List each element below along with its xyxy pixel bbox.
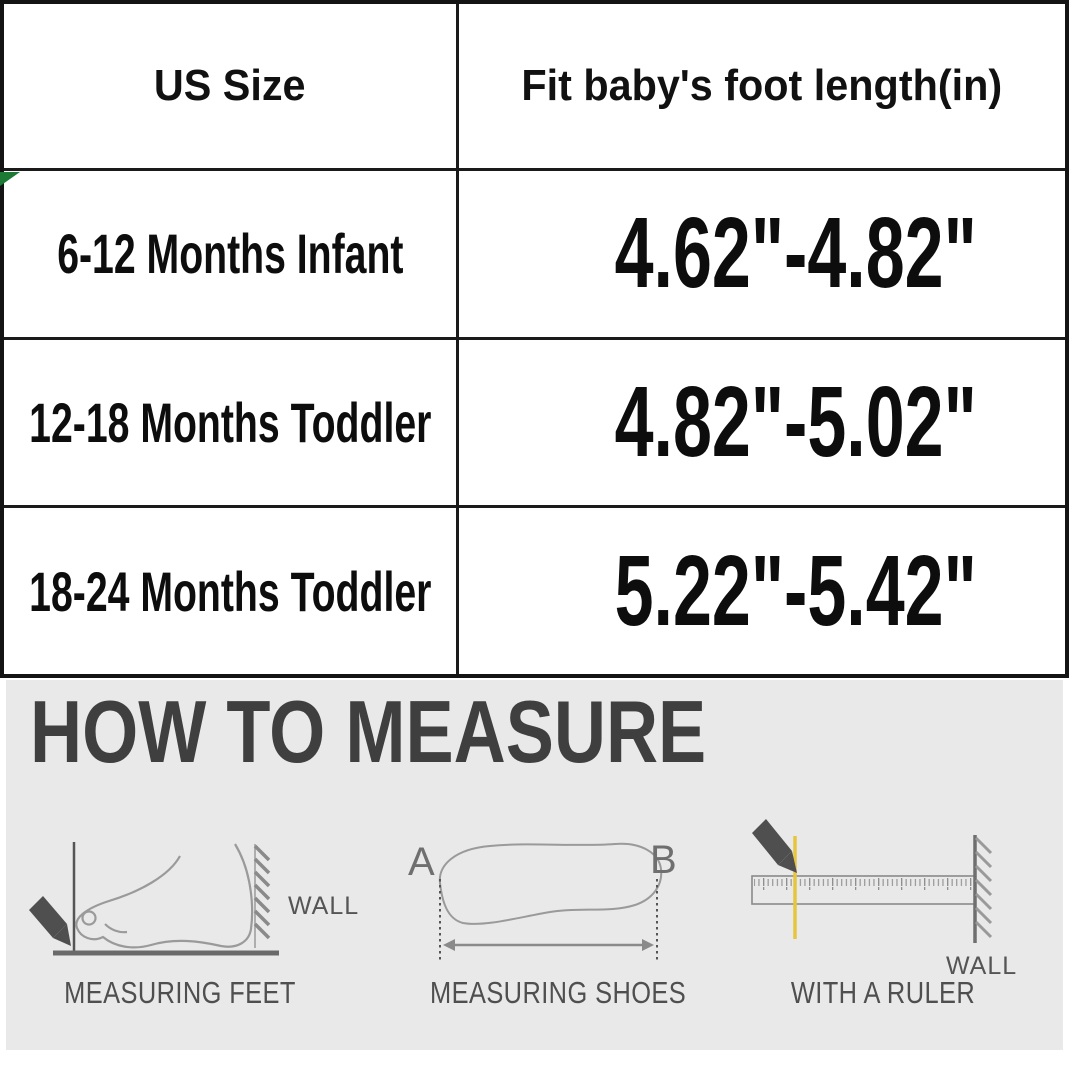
measuring-feet-diagram bbox=[29, 842, 279, 956]
size-text: 12-18 Months Toddler bbox=[28, 391, 432, 454]
size-text: 18-24 Months Toddler bbox=[28, 559, 432, 623]
length-cell: 4.82"-5.02" bbox=[459, 340, 1065, 506]
how-to-measure-panel: HOW TO MEASURE WALL MEASURING bbox=[6, 680, 1063, 1050]
shoe-sole-outline-icon bbox=[438, 842, 663, 925]
header-cell-us-size: US Size bbox=[4, 4, 459, 168]
header-us-size-label: US Size bbox=[154, 61, 306, 110]
ruler-icon bbox=[751, 875, 976, 905]
table-row: 6-12 Months Infant 4.62"-4.82" bbox=[4, 168, 1065, 337]
point-b-label: B bbox=[650, 838, 677, 882]
length-arrow-icon bbox=[443, 939, 654, 951]
length-text: 4.82"-5.02" bbox=[614, 366, 978, 478]
length-text: 4.62"-4.82" bbox=[614, 197, 978, 310]
length-text: 5.22"-5.42" bbox=[614, 534, 978, 647]
pencil-icon bbox=[29, 896, 71, 946]
wall-label: WALL bbox=[946, 952, 1018, 980]
header-foot-length-label: Fit baby's foot length(in) bbox=[521, 61, 1003, 110]
size-cell: 18-24 Months Toddler bbox=[4, 508, 459, 675]
pencil-icon bbox=[752, 819, 797, 873]
length-cell: 5.22"-5.42" bbox=[459, 508, 1065, 674]
table-row: 12-18 Months Toddler 4.82"-5.02" bbox=[4, 336, 1065, 506]
size-cell: 12-18 Months Toddler bbox=[4, 339, 459, 506]
ruler-caption: WITH A RULER bbox=[790, 975, 976, 1010]
wall-hatch-icon bbox=[973, 835, 993, 943]
length-cell: 4.62"-4.82" bbox=[459, 171, 1065, 337]
table-header-row: US Size Fit baby's foot length(in) bbox=[4, 4, 1065, 168]
point-a-label: A bbox=[408, 840, 435, 884]
shoes-caption: MEASURING SHOES bbox=[430, 975, 687, 1010]
header-cell-foot-length: Fit baby's foot length(in) bbox=[459, 4, 1065, 168]
ruler-diagram bbox=[751, 819, 993, 943]
size-text: 6-12 Months Infant bbox=[56, 222, 404, 286]
wall-hatch-icon bbox=[253, 844, 271, 948]
size-table: US Size Fit baby's foot length(in) 6-12 … bbox=[0, 0, 1069, 678]
section-title: HOW TO MEASURE bbox=[30, 682, 707, 781]
measuring-shoes-diagram bbox=[438, 842, 663, 961]
foot-outline-icon bbox=[75, 843, 254, 949]
table-row: 18-24 Months Toddler 5.22"-5.42" bbox=[4, 505, 1065, 675]
size-cell: 6-12 Months Infant bbox=[4, 171, 459, 337]
wall-label: WALL bbox=[288, 892, 360, 920]
feet-caption: MEASURING FEET bbox=[64, 975, 296, 1010]
